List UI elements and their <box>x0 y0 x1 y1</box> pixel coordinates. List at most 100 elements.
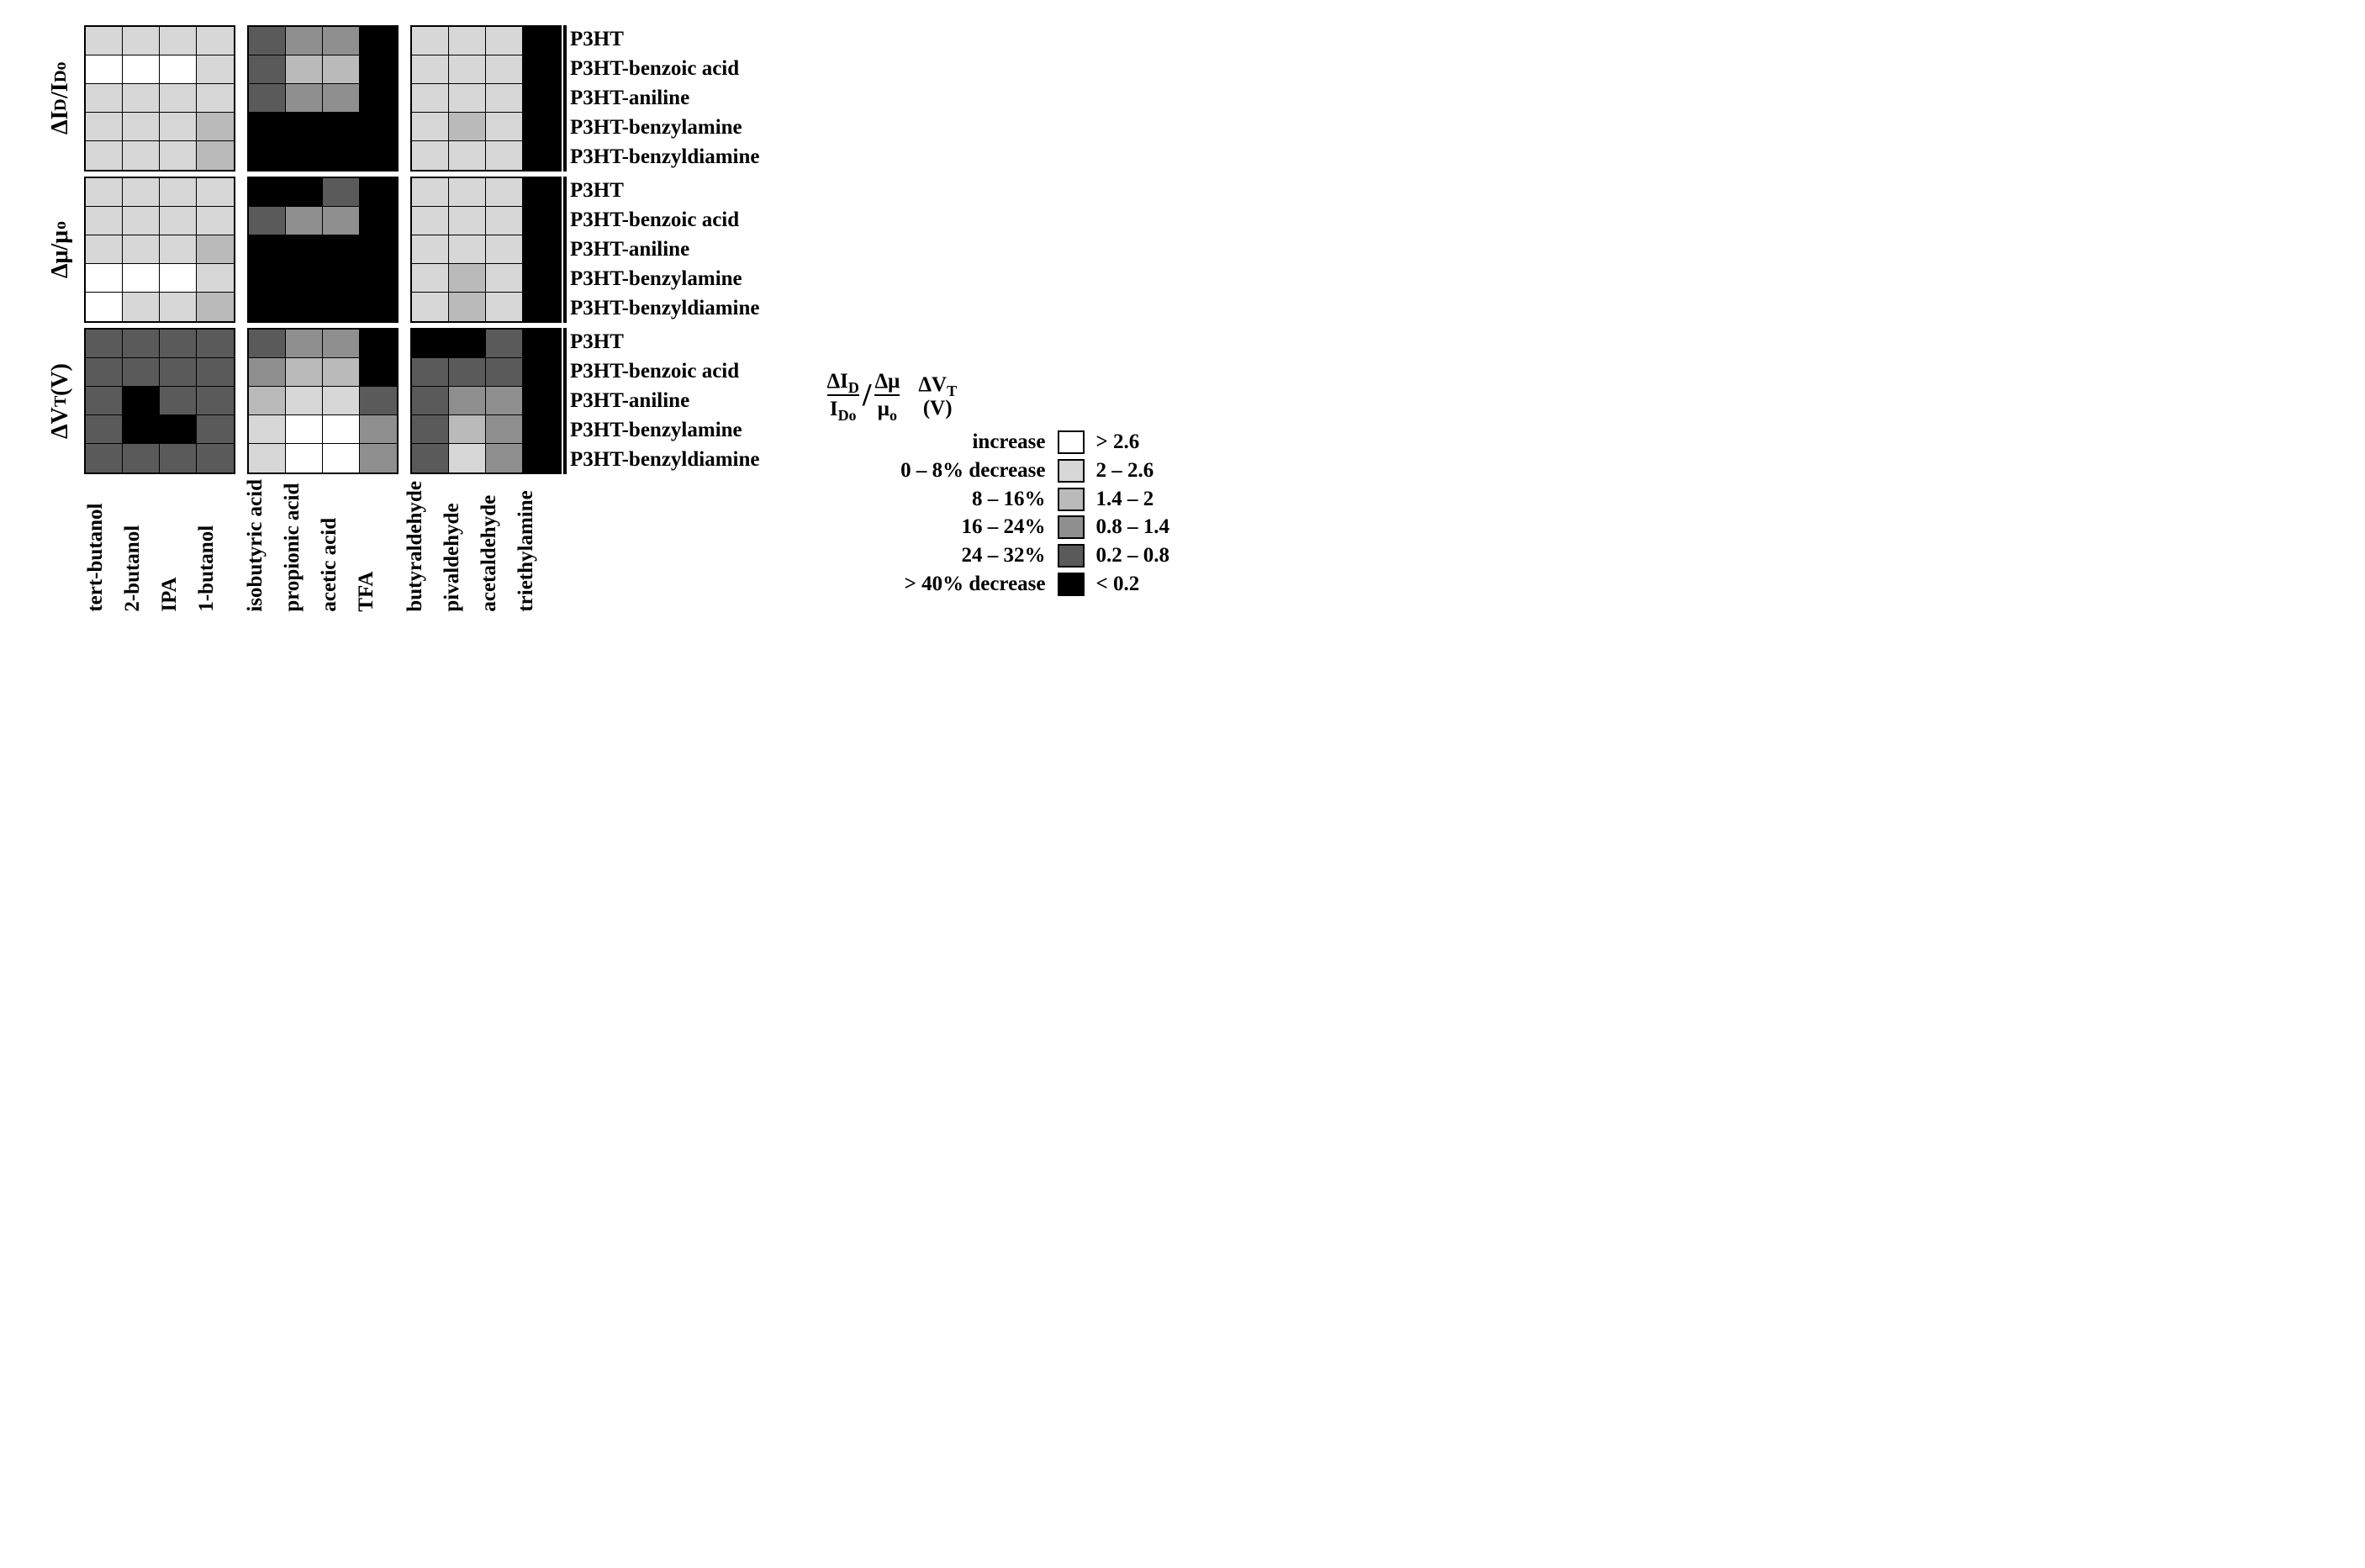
heatmap-cell <box>286 444 323 473</box>
heatmap-cell <box>523 415 560 444</box>
heatmap-cell <box>160 235 197 264</box>
xaxis-label: IPA <box>158 479 195 615</box>
row-label: P3HT-benzyldiamine <box>570 143 760 172</box>
table-row <box>86 178 234 207</box>
frac-id: ΔID IDo <box>827 371 859 420</box>
heatmap-cell <box>323 27 360 55</box>
row-label: P3HT-benzylamine <box>570 265 760 293</box>
table-row <box>412 141 560 170</box>
heatmap-cell <box>123 264 160 293</box>
legend-header: ΔID IDo / Δμ μo ΔVT (V) <box>827 371 1189 420</box>
heatmap-cell <box>86 141 123 170</box>
heatmap-panel <box>247 25 399 172</box>
heatmap-cell <box>160 113 197 141</box>
heatmap-cell <box>523 178 560 207</box>
row-label: P3HT-benzylamine <box>570 114 760 142</box>
heatmap-figure: ΔID/IDo P3HTP3HT-benzoic acidP3HT-aniline… <box>25 25 2340 615</box>
heatmap-cell <box>197 55 234 84</box>
heatmap-cell <box>286 113 323 141</box>
heatmap-cell <box>286 207 323 235</box>
heatmap-cell <box>412 207 449 235</box>
row-label: P3HT-aniline <box>570 387 760 415</box>
heatmap-cell <box>160 141 197 170</box>
heatmap-cell <box>123 27 160 55</box>
heatmap-cell <box>360 444 397 473</box>
heatmap-cell <box>360 113 397 141</box>
row-label: P3HT-aniline <box>570 84 760 113</box>
heatmap-cell <box>486 293 523 321</box>
metric-dVt-label: ΔVT (V) <box>25 328 84 474</box>
row-label: P3HT <box>570 177 760 205</box>
xaxis-label: 2-butanol <box>121 479 158 615</box>
heatmap-cell <box>197 444 234 473</box>
legend-swatch <box>1058 573 1085 596</box>
heatmap-cell <box>286 84 323 113</box>
xaxis-label: isobutyric acid <box>244 479 281 615</box>
heatmap-cell <box>197 358 234 387</box>
heatmap-cell <box>286 141 323 170</box>
heatmap-cell <box>523 358 560 387</box>
heatmap-cell <box>286 235 323 264</box>
heatmap-cell <box>86 207 123 235</box>
legend-header-left: ΔID IDo / Δμ μo <box>827 371 900 420</box>
table-row <box>86 293 234 321</box>
heatmap-cell <box>323 207 360 235</box>
heatmap-cell <box>197 27 234 55</box>
heatmap-cell <box>86 235 123 264</box>
metric-row: ΔID/IDoP3HTP3HT-benzoic acidP3HT-aniline… <box>25 25 760 172</box>
heatmap-cell <box>412 178 449 207</box>
metric-row: Δμ/μo P3HTP3HT-benzoic acidP3HT-anilineP3… <box>25 177 760 323</box>
table-row <box>412 264 560 293</box>
table-row <box>249 444 397 473</box>
heatmap-cell <box>249 235 286 264</box>
metric-dId-label: ΔID/IDo <box>25 25 84 172</box>
heatmap-cell <box>197 84 234 113</box>
heatmap-cell <box>449 415 486 444</box>
heatmap-cell <box>249 141 286 170</box>
xaxis-label: TFA <box>355 479 392 615</box>
heatmap-cell <box>449 178 486 207</box>
legend-swatch <box>1058 544 1085 568</box>
heatmap-cell <box>123 55 160 84</box>
panel-strip <box>84 177 562 323</box>
heatmap-cell <box>412 358 449 387</box>
heatmap-cell <box>486 330 523 358</box>
heatmap-cell <box>249 444 286 473</box>
heatmap-cell <box>323 235 360 264</box>
heatmap-cell <box>323 178 360 207</box>
heatmap-cell <box>449 55 486 84</box>
table-row <box>249 113 397 141</box>
table-row <box>412 55 560 84</box>
heatmap-cell <box>249 358 286 387</box>
table-row <box>86 55 234 84</box>
heatmap-cell <box>323 55 360 84</box>
heatmap-cell <box>449 84 486 113</box>
legend-left-text: 0 – 8% decrease <box>827 457 1046 485</box>
heatmap-cell <box>360 84 397 113</box>
heatmap-cell <box>249 387 286 415</box>
heatmap-cell <box>249 113 286 141</box>
heatmap-cell <box>412 415 449 444</box>
legend-header-right: ΔVT (V) <box>918 373 957 420</box>
table-row <box>86 27 234 55</box>
table-row <box>249 293 397 321</box>
heatmap-panel <box>84 328 235 474</box>
heatmap-cell <box>486 358 523 387</box>
table-row <box>412 415 560 444</box>
metric-dmu-label: Δμ/μo <box>25 177 84 323</box>
heatmap-cell <box>412 293 449 321</box>
heatmap-cell <box>360 358 397 387</box>
heatmap-panel <box>84 25 235 172</box>
panel-strip <box>84 328 562 474</box>
legend-swatch <box>1058 515 1085 539</box>
heatmap-cell <box>286 55 323 84</box>
heatmap-cell <box>123 235 160 264</box>
heatmap-cell <box>323 444 360 473</box>
row-labels: P3HTP3HT-benzoic acidP3HT-anilineP3HT-be… <box>563 177 760 323</box>
xaxis-label: acetic acid <box>318 479 355 615</box>
heatmap-cell <box>486 141 523 170</box>
heatmap-cell <box>360 207 397 235</box>
heatmap-panel <box>410 25 562 172</box>
heatmap-cell <box>197 207 234 235</box>
heatmap-cell <box>360 141 397 170</box>
